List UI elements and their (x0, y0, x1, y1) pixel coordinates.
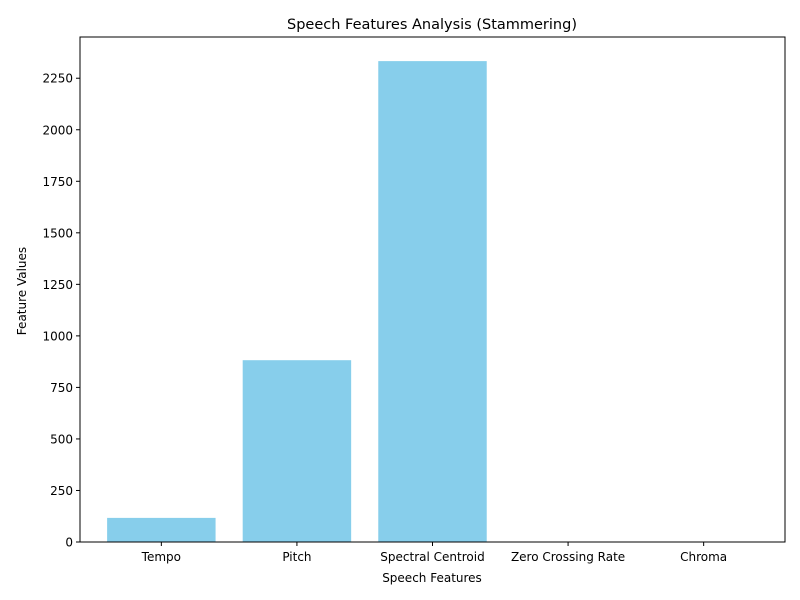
y-axis-ticks: 0 250 500 750 1000 1250 1500 1750 2000 2250 (42, 72, 80, 550)
bar-tempo (107, 517, 216, 542)
y-tick-label: 500 (50, 432, 73, 446)
chart-title: Speech Features Analysis (Stammering) (287, 17, 577, 33)
x-tick-label: Pitch (282, 550, 311, 564)
x-tick-label: Tempo (141, 550, 181, 564)
x-axis-label: Speech Features (382, 571, 482, 585)
y-tick-label: 1000 (42, 329, 73, 343)
y-axis-label: Feature Values (15, 247, 29, 335)
plot-frame (79, 36, 786, 543)
y-tick-label: 2250 (42, 72, 73, 86)
bars-group (107, 61, 758, 542)
y-tick-label: 1250 (42, 278, 73, 292)
x-tick-label: Zero Crossing Rate (511, 550, 625, 564)
y-tick-label: 750 (50, 381, 73, 395)
y-tick-label: 2000 (42, 123, 73, 137)
y-tick-label: 1750 (42, 175, 73, 189)
x-tick-label: Chroma (680, 550, 727, 564)
bar-spectral-centroid (378, 61, 487, 542)
x-axis-ticks: Tempo Pitch Spectral Centroid Zero Crossing… (141, 542, 727, 564)
bar-pitch (242, 360, 352, 542)
y-tick-label: 1500 (42, 226, 73, 240)
x-tick-label: Spectral Centroid (380, 550, 484, 564)
y-tick-label: 0 (65, 536, 73, 550)
y-tick-label: 250 (50, 484, 73, 498)
